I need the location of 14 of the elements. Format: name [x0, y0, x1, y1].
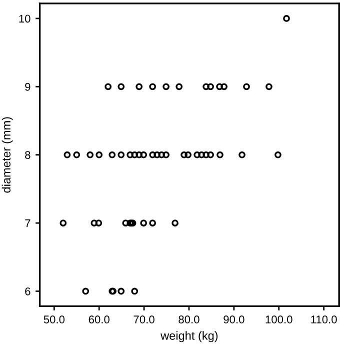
y-tick-label: 7 [25, 219, 30, 228]
x-tick-label: 70.0 [134, 316, 154, 324]
y-tick-label: 8 [25, 151, 30, 159]
x-tick-label: 50.0 [44, 316, 65, 324]
y-tick-label: 9 [25, 82, 30, 91]
y-tick-label: 10 [19, 14, 30, 23]
x-tick-label: 100.0 [266, 316, 292, 324]
y-axis-title: diameter (mm) [2, 117, 13, 193]
x-tick-label: 110.0 [311, 316, 337, 324]
x-tick-label: 90.0 [224, 316, 244, 324]
x-tick-label: 60.0 [88, 316, 110, 324]
x-axis-title: weight (kg) [160, 331, 218, 342]
x-tick-label: 80.0 [178, 316, 200, 324]
y-tick-label: 6 [25, 287, 30, 296]
